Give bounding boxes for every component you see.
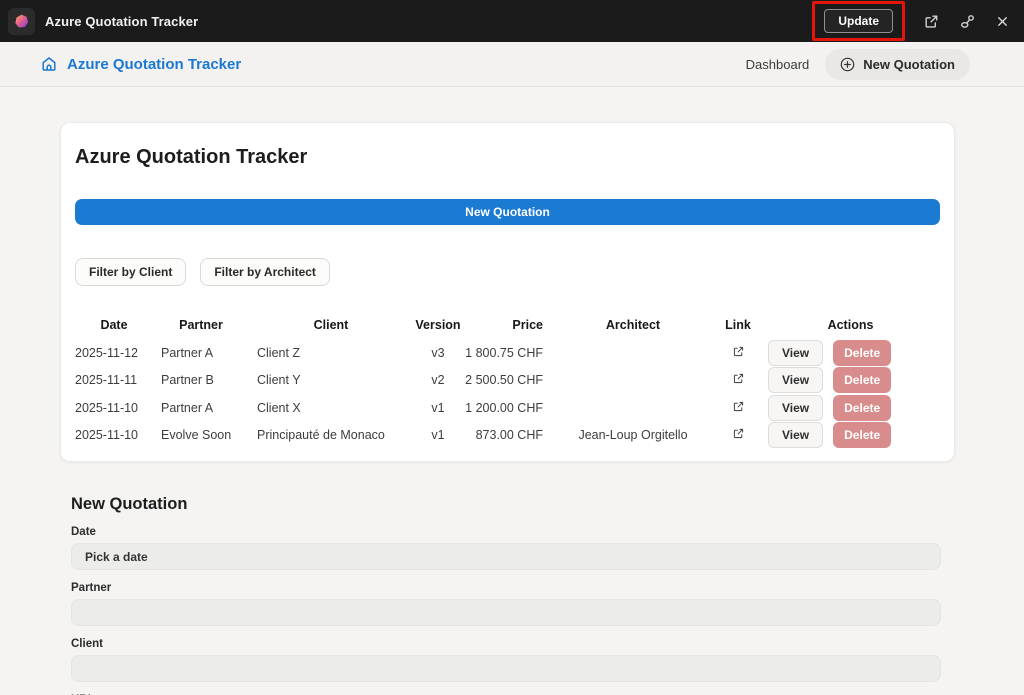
column-header-version: Version xyxy=(415,317,461,332)
cell-version: v3 xyxy=(431,345,445,360)
partner-input[interactable] xyxy=(71,599,941,626)
cell-price: 873.00 CHF xyxy=(475,428,543,443)
card-title: Azure Quotation Tracker xyxy=(75,146,308,168)
titlebar-left: Azure Quotation Tracker xyxy=(8,7,199,35)
table-row: 2025-11-10 Evolve Soon Principauté de Mo… xyxy=(75,422,940,450)
view-button[interactable]: View xyxy=(768,367,824,394)
new-quotation-nav-label: New Quotation xyxy=(863,56,955,72)
share-icon[interactable] xyxy=(921,11,942,32)
dashboard-link[interactable]: Dashboard xyxy=(745,56,810,72)
main-content: Azure Quotation Tracker New Quotation Fi… xyxy=(0,87,1024,695)
external-link-icon[interactable] xyxy=(732,372,745,385)
delete-button[interactable]: Delete xyxy=(833,367,892,394)
cell-partner: Partner A xyxy=(161,400,214,415)
cell-date: 2025-11-10 xyxy=(75,400,139,415)
column-header-architect: Architect xyxy=(605,317,661,332)
app-title: Azure Quotation Tracker xyxy=(45,13,199,29)
cell-version: v1 xyxy=(431,400,445,415)
column-header-client: Client xyxy=(313,317,349,332)
delete-button[interactable]: Delete xyxy=(833,339,892,366)
app-header: Azure Quotation Tracker Dashboard New Qu… xyxy=(0,42,1024,87)
cell-price: 2 500.50 CHF xyxy=(465,373,543,388)
column-header-price: Price xyxy=(512,317,543,332)
external-link-icon[interactable] xyxy=(732,345,745,358)
column-header-actions: Actions xyxy=(827,317,874,332)
external-link-icon[interactable] xyxy=(732,427,745,440)
view-button[interactable]: View xyxy=(768,422,824,449)
date-placeholder: Pick a date xyxy=(85,549,148,564)
cell-version: v1 xyxy=(431,428,445,443)
column-header-date: Date xyxy=(100,317,128,332)
field-label-client: Client xyxy=(71,638,103,650)
cell-client: Client Z xyxy=(257,345,301,360)
brand-title: Azure Quotation Tracker xyxy=(67,55,242,73)
cell-date: 2025-11-10 xyxy=(75,428,139,443)
form-title: New Quotation xyxy=(71,495,188,513)
table-row: 2025-11-10 Partner A Client X v1 1 200.0… xyxy=(75,394,940,422)
plus-circle-icon xyxy=(840,57,855,72)
delete-button[interactable]: Delete xyxy=(833,394,892,421)
connections-icon[interactable] xyxy=(957,11,978,32)
filter-bar: Filter by Client Filter by Architect xyxy=(75,258,940,286)
date-input[interactable]: Pick a date xyxy=(71,543,941,570)
quotation-card: Azure Quotation Tracker New Quotation Fi… xyxy=(60,122,955,462)
quotations-table: Date Partner Client Version Price Archit… xyxy=(75,313,940,449)
column-header-link: Link xyxy=(725,317,751,332)
cell-architect: Jean-Loup Orgitello xyxy=(578,428,688,443)
cell-partner: Partner A xyxy=(161,345,214,360)
client-input[interactable] xyxy=(71,655,941,682)
cell-client: Client X xyxy=(257,400,301,415)
external-link-icon[interactable] xyxy=(732,400,745,413)
cell-date: 2025-11-12 xyxy=(75,345,139,360)
cell-partner: Partner B xyxy=(161,373,214,388)
gradient-blob-icon xyxy=(15,14,29,27)
new-quotation-form: New Quotation Date Pick a date Partner C… xyxy=(71,495,941,695)
filter-by-architect-button[interactable]: Filter by Architect xyxy=(200,258,330,286)
cell-price: 1 800.75 CHF xyxy=(465,345,543,360)
cell-client: Principauté de Monaco xyxy=(257,428,385,443)
filter-by-client-button[interactable]: Filter by Client xyxy=(75,258,187,286)
table-header-row: Date Partner Client Version Price Archit… xyxy=(75,313,940,336)
cell-date: 2025-11-11 xyxy=(75,373,138,388)
field-label-partner: Partner xyxy=(71,582,112,594)
update-annotation-box: Update xyxy=(812,1,905,41)
cell-partner: Evolve Soon xyxy=(161,428,232,443)
close-icon[interactable] xyxy=(993,12,1012,31)
app-header-right: Dashboard New Quotation xyxy=(745,48,970,80)
delete-button[interactable]: Delete xyxy=(833,422,892,449)
titlebar-right: Update xyxy=(812,1,1012,41)
brand-home-link[interactable]: Azure Quotation Tracker xyxy=(40,55,241,73)
update-button[interactable]: Update xyxy=(824,9,893,33)
table-row: 2025-11-12 Partner A Client Z v3 1 800.7… xyxy=(75,339,940,367)
new-quotation-button[interactable]: New Quotation xyxy=(75,199,940,225)
cell-version: v2 xyxy=(431,373,445,388)
home-icon xyxy=(40,55,58,73)
view-button[interactable]: View xyxy=(768,394,824,421)
cell-price: 1 200.00 CHF xyxy=(465,400,543,415)
table-row: 2025-11-11 Partner B Client Y v2 2 500.5… xyxy=(75,367,940,395)
view-button[interactable]: View xyxy=(768,339,824,366)
new-quotation-nav-button[interactable]: New Quotation xyxy=(825,48,970,80)
cell-client: Client Y xyxy=(257,373,301,388)
titlebar: Azure Quotation Tracker Update xyxy=(0,0,1024,42)
field-label-date: Date xyxy=(71,526,96,538)
app-logo-icon xyxy=(8,7,35,35)
column-header-partner: Partner xyxy=(179,317,223,332)
